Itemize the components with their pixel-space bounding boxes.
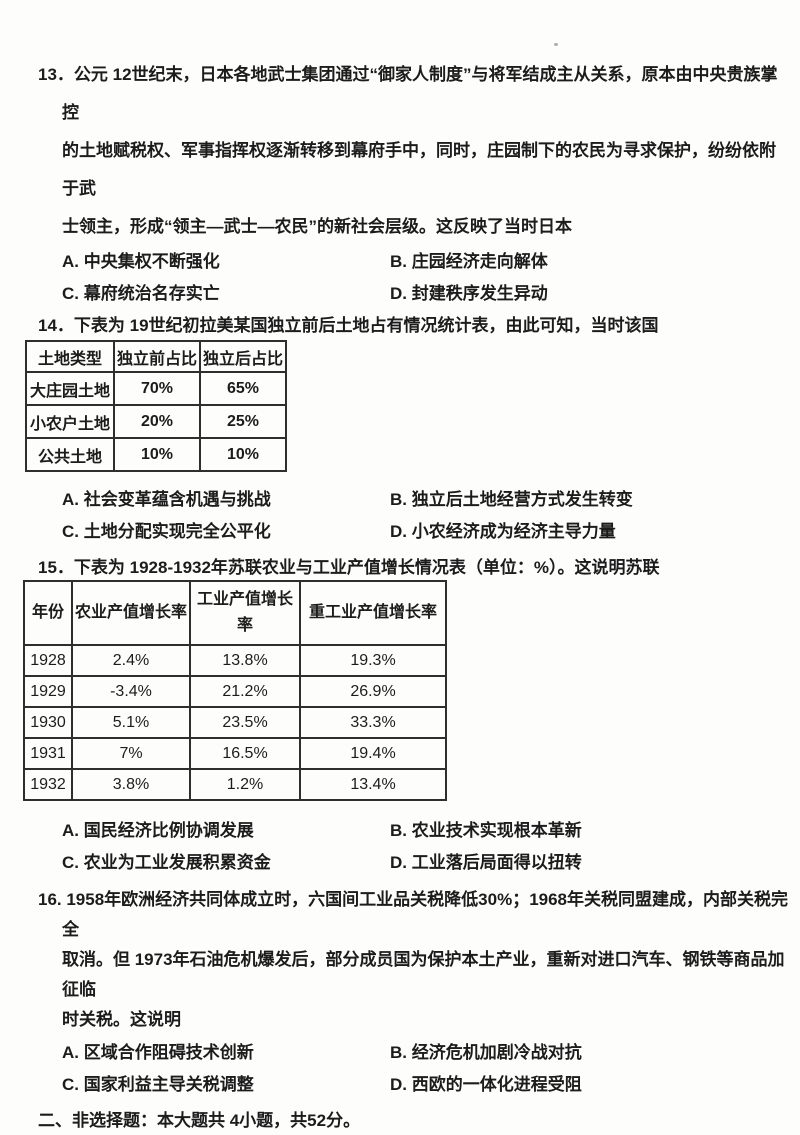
- table-cell: 3.8%: [71, 768, 191, 801]
- table-header-row: 年份 农业产值增长率 工业产值增长率 重工业产值增长率: [23, 580, 447, 646]
- table-row: 1929 -3.4% 21.2% 26.9%: [23, 675, 447, 708]
- table-cell: 7%: [71, 737, 191, 770]
- question-15-options-row-1: A. 国民经济比例协调发展 B. 农业技术实现根本革新: [0, 815, 800, 847]
- table-cell: 公共土地: [25, 437, 115, 472]
- question-13-options-row-2: C. 幕府统治名存实亡 D. 封建秩序发生异动: [0, 278, 800, 310]
- table-header-cell: 工业产值增长率: [189, 580, 301, 646]
- table-row: 大庄园土地 70% 65%: [25, 371, 287, 406]
- question-14-option-b: B. 独立后土地经营方式发生转变: [390, 490, 633, 509]
- table-header-row: 土地类型 独立前占比 独立后占比: [25, 340, 287, 373]
- table-cell: 65%: [199, 371, 287, 406]
- question-13-option-d: D. 封建秩序发生异动: [390, 284, 548, 303]
- question-14-option-c: C. 土地分配实现完全公平化: [62, 522, 271, 541]
- question-15-option-b: B. 农业技术实现根本革新: [390, 821, 582, 840]
- question-14-options-row-2: C. 土地分配实现完全公平化 D. 小农经济成为经济主导力量: [0, 516, 800, 548]
- table-row: 1931 7% 16.5% 19.4%: [23, 737, 447, 770]
- table-cell: 10%: [113, 437, 201, 472]
- table-header-cell: 重工业产值增长率: [299, 580, 447, 646]
- question-16-options: A. 区域合作阻碍技术创新 B. 经济危机加剧冷战对抗 C. 国家利益主导关税调…: [0, 1037, 800, 1101]
- question-14-stem: 14．下表为 19世纪初拉美某国独立前后土地占有情况统计表，由此可知，当时该国: [38, 316, 659, 335]
- question-16-option-d: D. 西欧的一体化进程受阻: [390, 1075, 582, 1094]
- section-2-heading: 二、非选择题：本大题共 4小题，共52分。: [38, 1111, 361, 1130]
- question-13-option-b: B. 庄园经济走向解体: [390, 252, 548, 271]
- question-14-options-row-1: A. 社会变革蕴含机遇与挑战 B. 独立后土地经营方式发生转变: [0, 484, 800, 516]
- question-13-option-c: C. 幕府统治名存实亡: [62, 284, 220, 303]
- table-header-cell: 独立后占比: [199, 340, 287, 373]
- question-14-options: A. 社会变革蕴含机遇与挑战 B. 独立后土地经营方式发生转变 C. 土地分配实…: [0, 484, 800, 548]
- table-cell: 1930: [23, 706, 73, 739]
- table-cell: 25%: [199, 404, 287, 439]
- question-15-option-c: C. 农业为工业发展积累资金: [62, 853, 271, 872]
- scan-artifact-dot: [554, 43, 558, 46]
- table-row: 公共土地 10% 10%: [25, 437, 287, 472]
- table-row: 小农户土地 20% 25%: [25, 404, 287, 439]
- table-row: 1932 3.8% 1.2% 13.4%: [23, 768, 447, 801]
- table-header-cell: 年份: [23, 580, 73, 646]
- table-cell: 小农户土地: [25, 404, 115, 439]
- question-15-option-d: D. 工业落后局面得以扭转: [390, 853, 582, 872]
- table-cell: 10%: [199, 437, 287, 472]
- table-cell: 13.8%: [189, 644, 301, 677]
- table-cell: 1931: [23, 737, 73, 770]
- table-cell: 70%: [113, 371, 201, 406]
- question-13-stem: 13．公元 12世纪末，日本各地武士集团通过“御家人制度”与将军结成主从关系，原…: [38, 65, 778, 236]
- table-cell: 23.5%: [189, 706, 301, 739]
- table-row: 1930 5.1% 23.5% 33.3%: [23, 706, 447, 739]
- question-16-options-row-2: C. 国家利益主导关税调整 D. 西欧的一体化进程受阻: [0, 1069, 800, 1101]
- question-14: 14．下表为 19世纪初拉美某国独立前后土地占有情况统计表，由此可知，当时该国 …: [0, 314, 800, 548]
- question-16-option-c: C. 国家利益主导关税调整: [62, 1075, 254, 1094]
- table-cell: 26.9%: [299, 675, 447, 708]
- table-cell: 5.1%: [71, 706, 191, 739]
- question-16-stem: 16. 1958年欧洲经济共同体成立时，六国间工业品关税降低30%；1968年关…: [38, 890, 789, 1029]
- question-15-growth-table: 年份 农业产值增长率 工业产值增长率 重工业产值增长率 1928 2.4% 13…: [23, 580, 447, 801]
- table-cell: 1932: [23, 768, 73, 801]
- table-row: 1928 2.4% 13.8% 19.3%: [23, 644, 447, 677]
- question-13-option-a: A. 中央集权不断强化: [62, 252, 220, 271]
- table-cell: 16.5%: [189, 737, 301, 770]
- table-cell: 33.3%: [299, 706, 447, 739]
- table-cell: 20%: [113, 404, 201, 439]
- question-16-option-b: B. 经济危机加剧冷战对抗: [390, 1043, 582, 1062]
- table-cell: 1929: [23, 675, 73, 708]
- table-header-cell: 土地类型: [25, 340, 115, 373]
- question-15: 15．下表为 1928-1932年苏联农业与工业产值增长情况表（单位：%）。这说…: [0, 556, 800, 879]
- question-13-options-row-1: A. 中央集权不断强化 B. 庄园经济走向解体: [0, 246, 800, 278]
- question-14-option-a: A. 社会变革蕴含机遇与挑战: [62, 490, 271, 509]
- table-cell: 1.2%: [189, 768, 301, 801]
- table-cell: 大庄园土地: [25, 371, 115, 406]
- table-cell: 1928: [23, 644, 73, 677]
- table-header-cell: 独立前占比: [113, 340, 201, 373]
- question-14-land-table: 土地类型 独立前占比 独立后占比 大庄园土地 70% 65% 小农户土地 20%…: [25, 340, 287, 472]
- table-cell: 13.4%: [299, 768, 447, 801]
- question-14-option-d: D. 小农经济成为经济主导力量: [390, 522, 616, 541]
- question-15-options-row-2: C. 农业为工业发展积累资金 D. 工业落后局面得以扭转: [0, 847, 800, 879]
- question-16: 16. 1958年欧洲经济共同体成立时，六国间工业品关税降低30%；1968年关…: [0, 885, 800, 1101]
- table-header-cell: 农业产值增长率: [71, 580, 191, 646]
- question-15-option-a: A. 国民经济比例协调发展: [62, 821, 254, 840]
- question-15-options: A. 国民经济比例协调发展 B. 农业技术实现根本革新 C. 农业为工业发展积累…: [0, 815, 800, 879]
- table-cell: 21.2%: [189, 675, 301, 708]
- question-13-options: A. 中央集权不断强化 B. 庄园经济走向解体 C. 幕府统治名存实亡 D. 封…: [0, 246, 800, 310]
- table-cell: 19.3%: [299, 644, 447, 677]
- question-15-stem: 15．下表为 1928-1932年苏联农业与工业产值增长情况表（单位：%）。这说…: [38, 558, 660, 577]
- question-16-option-a: A. 区域合作阻碍技术创新: [62, 1043, 254, 1062]
- table-cell: -3.4%: [71, 675, 191, 708]
- table-cell: 19.4%: [299, 737, 447, 770]
- question-16-options-row-1: A. 区域合作阻碍技术创新 B. 经济危机加剧冷战对抗: [0, 1037, 800, 1069]
- table-cell: 2.4%: [71, 644, 191, 677]
- question-13: 13．公元 12世纪末，日本各地武士集团通过“御家人制度”与将军结成主从关系，原…: [0, 56, 800, 310]
